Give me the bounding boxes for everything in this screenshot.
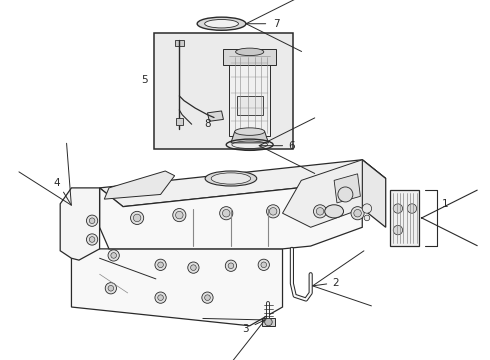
Circle shape xyxy=(354,210,361,217)
Circle shape xyxy=(270,208,277,215)
Circle shape xyxy=(108,285,114,291)
Polygon shape xyxy=(231,132,269,143)
Polygon shape xyxy=(237,96,263,115)
Polygon shape xyxy=(175,117,183,125)
Text: 3: 3 xyxy=(243,324,249,334)
Circle shape xyxy=(364,215,370,221)
Circle shape xyxy=(265,318,272,326)
Polygon shape xyxy=(262,318,275,326)
Polygon shape xyxy=(60,188,99,260)
Circle shape xyxy=(393,204,403,213)
Polygon shape xyxy=(283,160,362,227)
Circle shape xyxy=(228,263,234,269)
Circle shape xyxy=(188,262,199,273)
Text: 4: 4 xyxy=(53,178,60,188)
Ellipse shape xyxy=(197,17,246,30)
Circle shape xyxy=(89,237,95,242)
Circle shape xyxy=(258,259,270,270)
Text: 7: 7 xyxy=(272,19,279,29)
Circle shape xyxy=(314,205,327,218)
Text: 8: 8 xyxy=(204,119,211,129)
Circle shape xyxy=(89,218,95,224)
Text: 2: 2 xyxy=(333,278,339,288)
Circle shape xyxy=(222,210,230,217)
Circle shape xyxy=(225,260,237,271)
Circle shape xyxy=(173,208,186,222)
Text: 5: 5 xyxy=(141,75,148,85)
Polygon shape xyxy=(99,160,386,207)
Circle shape xyxy=(393,225,403,235)
Circle shape xyxy=(175,211,183,219)
Circle shape xyxy=(202,292,213,303)
Ellipse shape xyxy=(205,19,239,28)
Circle shape xyxy=(111,253,117,258)
Circle shape xyxy=(86,215,98,226)
Circle shape xyxy=(362,204,371,213)
Polygon shape xyxy=(104,171,174,199)
Circle shape xyxy=(158,295,163,301)
Circle shape xyxy=(267,205,280,218)
Circle shape xyxy=(108,250,119,261)
Text: 6: 6 xyxy=(289,141,295,151)
Polygon shape xyxy=(391,190,418,246)
Circle shape xyxy=(191,265,196,270)
Circle shape xyxy=(338,187,353,202)
Circle shape xyxy=(220,207,233,220)
Ellipse shape xyxy=(325,205,343,218)
Circle shape xyxy=(407,204,416,213)
Circle shape xyxy=(351,207,364,220)
Polygon shape xyxy=(334,174,360,203)
Circle shape xyxy=(158,262,163,267)
Circle shape xyxy=(317,208,324,215)
Polygon shape xyxy=(207,111,223,121)
Circle shape xyxy=(155,259,166,270)
Circle shape xyxy=(155,292,166,303)
Polygon shape xyxy=(99,160,386,249)
Circle shape xyxy=(130,211,144,225)
Ellipse shape xyxy=(211,173,250,184)
Ellipse shape xyxy=(205,171,257,186)
Polygon shape xyxy=(229,54,270,136)
Ellipse shape xyxy=(235,128,265,135)
Circle shape xyxy=(105,283,117,294)
Circle shape xyxy=(261,262,267,267)
Circle shape xyxy=(86,234,98,245)
Circle shape xyxy=(133,214,141,222)
FancyBboxPatch shape xyxy=(154,33,293,149)
Polygon shape xyxy=(72,249,283,326)
Polygon shape xyxy=(223,49,276,65)
Ellipse shape xyxy=(236,48,264,55)
Circle shape xyxy=(205,295,210,301)
Text: 1: 1 xyxy=(441,199,448,209)
Polygon shape xyxy=(174,40,184,46)
Polygon shape xyxy=(362,160,386,227)
